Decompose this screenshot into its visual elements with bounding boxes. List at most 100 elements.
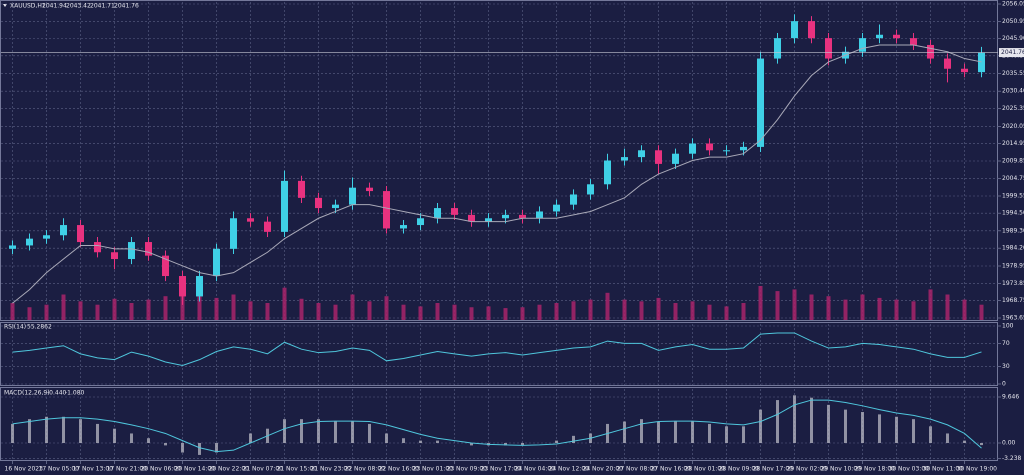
macd-bar — [11, 423, 14, 443]
macd-bar — [28, 419, 31, 443]
macd-bar — [674, 421, 677, 443]
x-tick-label: 29 Nov 18:00 — [855, 466, 896, 473]
volume-bar — [979, 304, 984, 320]
candle-body — [689, 143, 696, 154]
volume-bar — [401, 304, 406, 320]
macd-bar — [113, 428, 116, 443]
volume-bar — [435, 303, 440, 320]
volume-bar — [656, 297, 661, 320]
volume-bar — [299, 298, 304, 320]
macd-bar — [657, 421, 660, 443]
volume-bar — [231, 294, 236, 320]
volume-bar — [707, 304, 712, 320]
volume-bar — [452, 304, 457, 320]
symbol-title: XAUUSD,H1 — [10, 3, 46, 10]
candle-body — [519, 214, 526, 219]
x-tick-label: 30 Nov 19:00 — [957, 466, 998, 473]
candle-body — [349, 187, 356, 205]
candle-body — [587, 184, 594, 195]
macd-bar — [912, 419, 915, 443]
macd-bar — [164, 443, 167, 446]
indicator-title: RSI(14) — [4, 324, 26, 331]
y-tick-label: 2050.95 — [1002, 18, 1024, 25]
x-tick-label: 30 Nov 03:00 — [889, 466, 930, 473]
volume-bar — [197, 294, 202, 320]
macd-bar — [198, 443, 201, 455]
macd-bar — [130, 433, 133, 443]
volume-bar — [911, 301, 916, 320]
volume-bar — [61, 294, 66, 320]
x-tick-label: 16 Nov 2023 — [5, 466, 44, 473]
y-tick-label: -3.238 — [1002, 455, 1022, 462]
candle-body — [332, 204, 339, 209]
candle-body — [468, 214, 475, 222]
y-tick-label: 1963.65 — [1002, 315, 1024, 322]
volume-bar — [537, 304, 542, 320]
candle-body — [179, 276, 186, 297]
candle-body — [451, 208, 458, 215]
volume-bar — [639, 301, 644, 320]
y-tick-label: 2004.75 — [1002, 175, 1024, 182]
volume-bar — [282, 287, 287, 320]
candle-body — [774, 38, 781, 59]
y-tick-label: 1978.95 — [1002, 263, 1024, 270]
candle-body — [706, 143, 713, 151]
macd-bar — [317, 419, 320, 443]
macd-bar — [334, 421, 337, 443]
macd-bar — [946, 433, 949, 443]
candle-body — [485, 218, 492, 222]
candle-body — [859, 38, 866, 52]
x-tick-label: 23 Nov 01:00 — [413, 466, 454, 473]
x-tick-label: 21 Nov 15:00 — [277, 466, 318, 473]
macd-bar — [623, 421, 626, 443]
candle-body — [94, 242, 101, 253]
y-tick-label: 1973.85 — [1002, 280, 1024, 287]
y-tick-label: 2056.05 — [1002, 1, 1024, 8]
candle-body — [723, 150, 730, 152]
volume-bar — [10, 303, 15, 320]
candle-body — [383, 191, 390, 229]
candle-body — [281, 180, 288, 232]
macd-bar — [759, 409, 762, 443]
y-tick-label: 1999.55 — [1002, 193, 1024, 200]
x-tick-label: 17 Nov 21:00 — [107, 466, 148, 473]
volume-bar — [265, 303, 270, 320]
volume-bar — [928, 289, 933, 320]
volume-bar — [894, 299, 899, 320]
macd-bar — [436, 440, 439, 443]
macd-bar — [640, 419, 643, 443]
x-tick-label: 28 Nov 17:00 — [753, 466, 794, 473]
macd-bar — [45, 416, 48, 443]
candle-body — [910, 38, 917, 45]
macd-bar — [300, 419, 303, 443]
candle-body — [247, 218, 254, 222]
x-tick-label: 22 Nov 16:00 — [379, 466, 420, 473]
candle-body — [876, 34, 883, 39]
y-tick-label: 1984.20 — [1002, 245, 1024, 252]
y-tick-label: 0.00 — [1002, 440, 1016, 447]
volume-bar — [180, 290, 185, 320]
candle-body — [604, 160, 611, 185]
macd-bar — [79, 419, 82, 443]
volume-bar — [520, 307, 525, 320]
macd-bar — [810, 397, 813, 443]
volume-bar — [316, 303, 321, 320]
x-tick-label: 29 Nov 02:00 — [787, 466, 828, 473]
symbol-menu-icon[interactable] — [3, 4, 7, 7]
x-tick-label: 24 Nov 20:00 — [583, 466, 624, 473]
volume-bar — [95, 304, 100, 320]
volume-bar — [605, 292, 610, 320]
macd-bar — [708, 423, 711, 443]
volume-bar — [469, 307, 474, 320]
macd-bar — [419, 440, 422, 443]
macd-bar — [742, 426, 745, 443]
y-tick-label: 100 — [1002, 323, 1014, 330]
candle-body — [230, 218, 237, 249]
y-tick-label: 2014.95 — [1002, 140, 1024, 147]
candle-body — [400, 225, 407, 229]
x-tick-label: 28 Nov 01:00 — [685, 466, 726, 473]
candle-body — [961, 68, 968, 73]
macd-bar — [181, 443, 184, 453]
x-tick-label: 29 Nov 10:00 — [821, 466, 862, 473]
